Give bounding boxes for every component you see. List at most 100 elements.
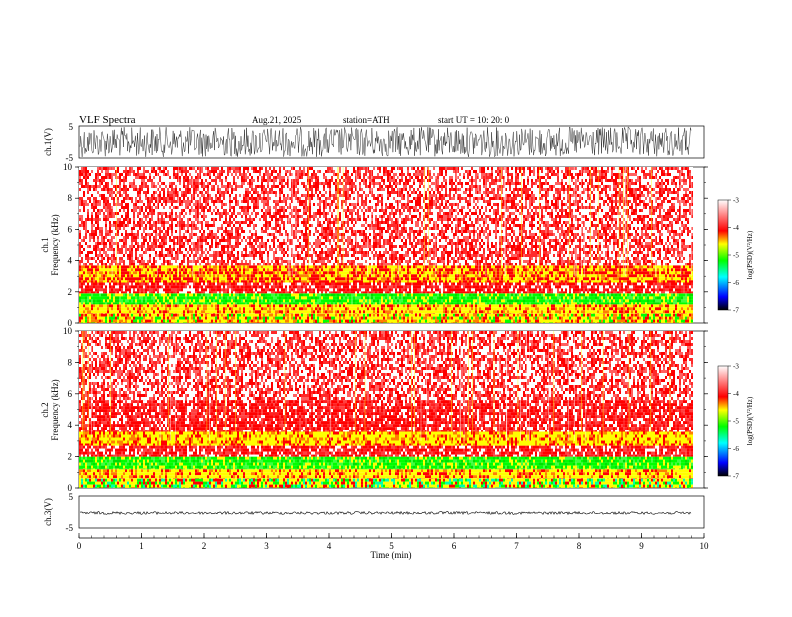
spectrogram-cell: [513, 288, 515, 291]
spectrogram-cell: [493, 314, 495, 317]
spectrogram-cell: [167, 291, 169, 293]
spectrogram-cell: [501, 288, 503, 291]
spectrogram-cell: [349, 291, 351, 293]
spectrogram-cell: [619, 304, 621, 307]
spectrogram-cell: [337, 282, 339, 285]
spectrogram-cell: [453, 314, 455, 317]
spectrogram-cell: [397, 314, 399, 317]
spectrogram-cell: [185, 314, 187, 317]
spectrogram-cell: [123, 282, 125, 285]
spectrogram-cell: [485, 314, 487, 317]
spectrogram-cell: [217, 320, 219, 323]
spectrogram-cell: [409, 320, 411, 323]
spectrogram-cell: [537, 302, 539, 304]
spectrogram-cell: [175, 291, 177, 293]
spectrogram-cell: [169, 320, 171, 323]
spectrogram-cell: [137, 299, 139, 302]
spectrogram-cell: [587, 296, 589, 299]
spectrogram-cell: [131, 299, 133, 302]
spectrogram-cell: [631, 282, 633, 285]
spectrogram-cell: [281, 314, 283, 317]
spectrogram-cell: [151, 310, 153, 313]
spectrogram-cell: [133, 291, 135, 293]
spectrogram-cell: [661, 314, 663, 317]
spectrogram-cell: [657, 293, 659, 296]
spectrogram-cell: [297, 291, 299, 293]
spectrogram-cell: [671, 299, 673, 302]
spectrogram-cell: [369, 291, 371, 293]
spectrogram-cell: [635, 307, 637, 310]
spectrogram-cell: [491, 293, 493, 296]
spectrogram-cell: [125, 285, 127, 288]
spectrogram-cell: [233, 282, 235, 285]
spectrogram-cell: [155, 291, 157, 293]
spectrogram-cell: [265, 296, 267, 299]
spectrogram-cell: [669, 291, 671, 293]
spectrogram-cell: [103, 296, 105, 299]
spectrogram-cell: [131, 282, 133, 285]
spectrogram-cell: [147, 320, 149, 323]
spectrogram-cell: [167, 293, 169, 296]
spectrogram-cell: [351, 304, 353, 307]
spectrogram-cell: [649, 314, 651, 317]
spectrogram-cell: [149, 282, 151, 285]
spectrogram-cell: [147, 310, 149, 313]
spectrogram-cell: [129, 299, 131, 302]
spectrogram-cell: [567, 282, 569, 285]
spectrogram-cell: [605, 291, 607, 293]
spectrogram-cell: [399, 282, 401, 285]
spectrogram-cell: [199, 282, 201, 285]
spectrogram-cell: [265, 291, 267, 293]
spectrogram-cell: [349, 296, 351, 299]
spectrogram-cell: [627, 282, 629, 285]
spectrogram-cell: [271, 317, 273, 320]
spectrogram-cell: [91, 310, 93, 313]
spectrogram-cell: [259, 288, 261, 291]
spectrogram-cell: [557, 310, 559, 313]
spectrogram-cell: [467, 296, 469, 299]
spectrogram-cell: [289, 296, 291, 299]
spectrogram-cell: [547, 291, 549, 293]
spectrogram-cell: [231, 296, 233, 299]
spectrogram-cell: [407, 299, 409, 302]
spectrogram-cell: [269, 304, 271, 307]
spectrogram-cell: [387, 285, 389, 288]
spectrogram-cell: [313, 299, 315, 302]
spectrogram-cell: [185, 288, 187, 291]
spectrogram-cell: [177, 293, 179, 296]
spectrogram-cell: [317, 293, 319, 296]
spectrogram-cell: [289, 320, 291, 323]
spectrogram-cell: [405, 307, 407, 310]
spectrogram-cell: [487, 310, 489, 313]
spectrogram-cell: [93, 299, 95, 302]
spectrogram-cell: [539, 293, 541, 296]
spectrogram-cell: [83, 299, 85, 302]
spectrogram-cell: [535, 282, 537, 285]
spectrogram-cell: [199, 299, 201, 302]
spectrogram-cell: [273, 310, 275, 313]
spectrogram-cell: [151, 265, 153, 268]
spectrogram-cell: [331, 282, 333, 285]
spectrogram-cell: [491, 299, 493, 302]
spectrogram-cell: [327, 314, 329, 317]
spectrogram-cell: [521, 304, 523, 307]
spectrogram-cell: [297, 320, 299, 323]
spectrogram-cell: [91, 296, 93, 299]
spectrogram-cell: [403, 320, 405, 323]
spectrogram-cell: [295, 296, 297, 299]
spectrogram-cell: [339, 291, 341, 293]
spectrogram-cell: [665, 299, 667, 302]
spectrogram-cell: [241, 288, 243, 291]
spectrogram-cell: [355, 293, 357, 296]
spectrogram-cell: [159, 282, 161, 285]
spectrogram-cell: [281, 291, 283, 293]
spectrogram-cell: [453, 320, 455, 323]
spectrogram-cell: [113, 291, 115, 293]
spectrogram-cell: [655, 291, 657, 293]
spectrogram-cell: [85, 291, 87, 293]
spectrogram-cell: [405, 310, 407, 313]
spectrogram-cell: [593, 320, 595, 323]
spectrogram-cell: [649, 293, 651, 296]
spectrogram-cell: [523, 314, 525, 317]
spectrogram-cell: [347, 293, 349, 296]
